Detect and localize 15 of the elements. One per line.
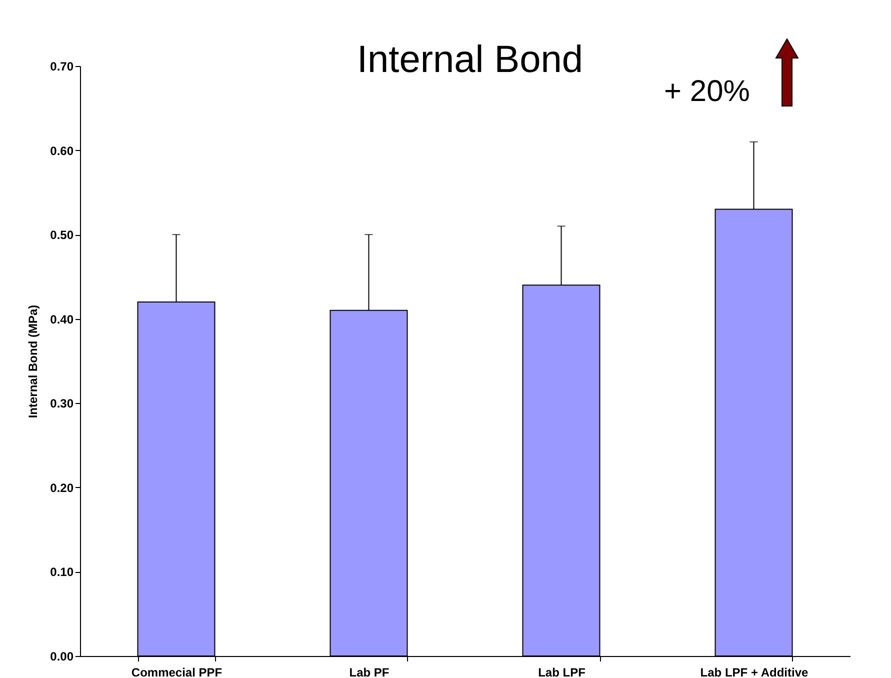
y-tick-label: 0.10 [50,565,74,580]
x-tick-label: Lab LPF [538,666,586,678]
y-tick-label: 0.40 [50,312,74,326]
y-tick-label: 0.60 [50,144,74,158]
y-tick-label: 0.30 [50,396,74,411]
y-tick-label: 0.20 [50,480,74,495]
y-tick-label: 0.50 [50,228,74,242]
annotation: + 20% [664,75,750,108]
x-tick-label: Lab PF [349,666,390,678]
x-tick-label: Commecial PPF [131,666,222,678]
y-axis-title: Internal Bond (MPa) [26,304,40,418]
y-tick-label: 0.70 [50,60,74,74]
y-tick-label: 0.00 [50,650,74,664]
x-tick-label: Lab LPF + Additive [700,666,809,678]
chart-title: Internal Bond [356,39,584,81]
